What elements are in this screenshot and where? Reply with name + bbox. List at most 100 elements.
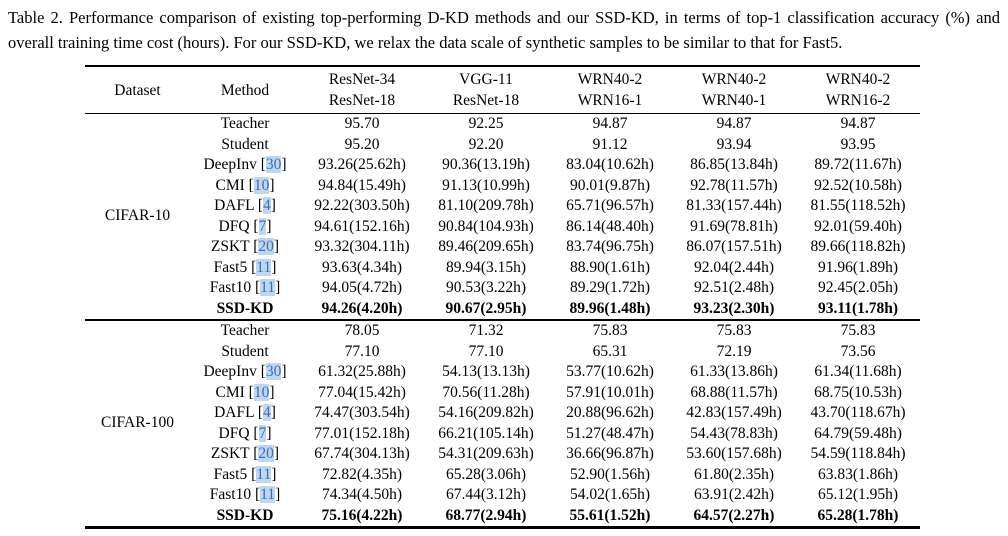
- paper-page: Table 2. Performance comparison of exist…: [0, 5, 1008, 529]
- citation-link[interactable]: 4: [263, 197, 271, 214]
- result-cell: 92.78(11.57h): [690, 176, 778, 194]
- citation-link[interactable]: 11: [260, 279, 276, 296]
- result-cell: 93.94: [716, 135, 752, 153]
- table-row: ZSKT [20] 93.32(304.11h) 89.46(209.65h) 83.…: [85, 237, 920, 258]
- result-cell: 63.83(1.86h): [817, 465, 899, 483]
- result-cell: 90.84(104.93h): [438, 217, 534, 235]
- method-cell: DFQ [7]: [218, 217, 272, 235]
- result-cell: 86.07(157.51h): [686, 238, 782, 255]
- result-cell: 20.88(96.62h): [566, 404, 654, 421]
- result-cell: 93.11(1.78h): [817, 299, 899, 317]
- result-cell: 54.31(209.63h): [438, 445, 534, 462]
- result-cell: 89.66(118.82h): [810, 238, 906, 255]
- result-cell: 89.94(3.15h): [445, 258, 527, 276]
- result-cell: 57.91(10.01h): [566, 383, 654, 401]
- result-cell: 93.95: [840, 135, 876, 153]
- result-cell: 67.74(304.13h): [314, 445, 410, 462]
- result-cell: 89.96(1.48h): [569, 299, 651, 317]
- result-cell: 90.01(9.87h): [569, 176, 651, 194]
- result-cell: 92.04(2.44h): [693, 258, 775, 276]
- method-cell: Fast10 [11]: [209, 279, 281, 296]
- result-cell: 73.56: [840, 342, 876, 360]
- citation-link[interactable]: 11: [256, 258, 272, 276]
- result-cell: 72.19: [716, 342, 752, 360]
- result-cell: 54.43(78.83h): [690, 424, 778, 442]
- citation-link[interactable]: 30: [265, 156, 282, 173]
- header-model-pair: WRN40-2 WRN16-2: [796, 66, 920, 114]
- result-cell: 65.71(96.57h): [566, 197, 654, 214]
- result-cell: 92.20: [468, 135, 504, 153]
- citation-link[interactable]: 20: [258, 445, 274, 462]
- result-cell: 51.27(48.47h): [566, 424, 654, 442]
- result-cell: 64.57(2.27h): [693, 506, 775, 524]
- method-cell: Student: [221, 342, 269, 360]
- table-row: ZSKT [20] 67.74(304.13h) 54.31(209.63h) 36.…: [85, 444, 920, 465]
- header-method: Method: [220, 81, 270, 99]
- citation-link[interactable]: 10: [253, 383, 270, 401]
- result-cell: 95.20: [344, 135, 380, 153]
- result-cell: 68.75(10.53h): [814, 383, 902, 401]
- header-model-pair: VGG-11 ResNet-18: [424, 66, 548, 114]
- result-cell: 65.31: [592, 342, 628, 360]
- result-cell: 91.13(10.99h): [442, 176, 530, 194]
- result-cell: 94.05(4.72h): [321, 279, 403, 296]
- method-cell: SSD-KD: [216, 299, 274, 317]
- table-row: Fast10 [11] 94.05(4.72h) 90.53(3.22h) 89.29…: [85, 278, 920, 299]
- table-row: DFQ [7] 77.01(152.18h) 66.21(105.14h) 51.27…: [85, 424, 920, 445]
- result-cell: 54.13(13.13h): [442, 363, 530, 380]
- method-cell: DeepInv [30]: [203, 156, 287, 173]
- table-row: Student 77.10 77.10 65.31 72.19 73.56: [85, 342, 920, 363]
- method-cell: DFQ [7]: [218, 424, 272, 442]
- method-cell: Fast5 [11]: [213, 258, 277, 276]
- result-cell: 66.21(105.14h): [438, 424, 534, 442]
- result-cell: 78.05: [344, 322, 380, 339]
- results-table: Dataset Method ResNet-34 ResNet-18 VGG-1…: [85, 65, 920, 529]
- table-row: Fast10 [11] 74.34(4.50h) 67.44(3.12h) 54.02…: [85, 485, 920, 506]
- result-cell: 92.52(10.58h): [814, 176, 902, 194]
- result-cell: 86.85(13.84h): [690, 156, 778, 173]
- citation-link[interactable]: 7: [258, 217, 267, 235]
- result-cell: 64.79(59.48h): [814, 424, 902, 442]
- result-cell: 95.70: [344, 115, 380, 132]
- result-cell: 89.72(11.67h): [814, 156, 902, 173]
- method-cell: Student: [221, 135, 269, 153]
- result-cell: 86.14(48.40h): [566, 217, 654, 235]
- result-cell: 83.04(10.62h): [566, 156, 654, 173]
- citation-link[interactable]: 11: [260, 486, 276, 503]
- result-cell: 92.45(2.05h): [817, 279, 899, 296]
- citation-link[interactable]: 4: [263, 404, 271, 421]
- citation-link[interactable]: 10: [253, 176, 270, 194]
- result-cell: 53.60(157.68h): [686, 445, 782, 462]
- result-cell: 74.47(303.54h): [314, 404, 410, 421]
- result-cell: 68.88(11.57h): [690, 383, 778, 401]
- result-cell: 88.90(1.61h): [569, 258, 651, 276]
- result-cell: 75.83: [592, 322, 628, 339]
- table-row: DAFL [4] 74.47(303.54h) 54.16(209.82h) 20.8…: [85, 403, 920, 424]
- result-cell: 94.84(15.49h): [318, 176, 406, 194]
- model-pair-student: WRN40-1: [701, 92, 767, 109]
- result-cell: 92.22(303.50h): [314, 197, 410, 214]
- header-model-pair: WRN40-2 WRN40-1: [672, 66, 796, 114]
- result-cell: 54.02(1.65h): [569, 486, 651, 503]
- result-cell: 94.26(4.20h): [321, 299, 403, 317]
- result-cell: 61.32(25.88h): [318, 363, 406, 380]
- table-header: Dataset Method ResNet-34 ResNet-18 VGG-1…: [85, 66, 920, 114]
- method-cell: Teacher: [220, 115, 270, 132]
- result-cell: 89.29(1.72h): [569, 279, 651, 296]
- citation-link[interactable]: 11: [256, 465, 272, 483]
- table-caption: Table 2. Performance comparison of exist…: [8, 8, 1000, 52]
- model-pair-teacher: WRN40-2: [577, 71, 643, 88]
- method-cell: DeepInv [30]: [203, 363, 287, 380]
- citation-link[interactable]: 20: [258, 238, 274, 255]
- citation-link[interactable]: 7: [258, 424, 267, 442]
- method-cell: CMI [10]: [215, 176, 275, 194]
- citation-link[interactable]: 30: [265, 363, 282, 380]
- header-row: Dataset Method ResNet-34 ResNet-18 VGG-1…: [85, 66, 920, 114]
- method-cell: Fast10 [11]: [209, 486, 281, 503]
- result-cell: 77.10: [468, 342, 504, 360]
- method-cell: CMI [10]: [215, 383, 275, 401]
- result-cell: 90.67(2.95h): [445, 299, 527, 317]
- result-cell: 61.33(13.86h): [690, 363, 778, 380]
- result-cell: 75.83: [840, 322, 876, 339]
- method-cell: SSD-KD: [216, 506, 274, 524]
